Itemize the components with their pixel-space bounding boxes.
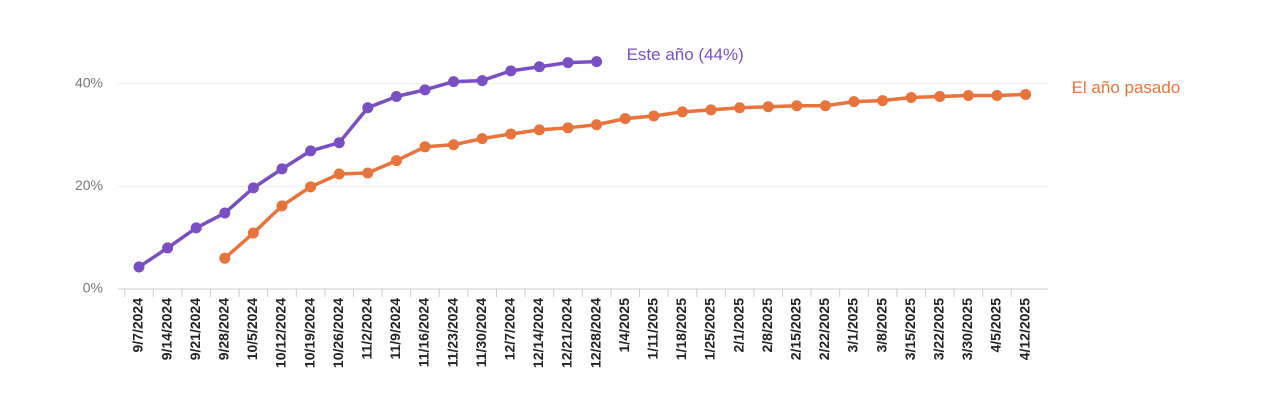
x-tick-label: 3/22/2025: [931, 298, 947, 360]
x-tick-label: 12/7/2024: [502, 298, 518, 360]
x-tick-label: 3/15/2025: [902, 298, 918, 360]
x-tick-label: 11/30/2024: [473, 298, 489, 368]
data-point: [476, 133, 488, 145]
data-point: [219, 252, 231, 264]
data-point: [476, 75, 488, 87]
y-tick-label: 20%: [75, 177, 103, 193]
x-tick-label: 2/1/2025: [730, 298, 746, 353]
x-tick-label: 3/8/2025: [873, 298, 889, 353]
data-point: [390, 91, 402, 102]
data-point: [247, 227, 259, 239]
x-tick-label: 12/28/2024: [587, 298, 603, 368]
data-point: [676, 106, 688, 118]
data-point: [419, 141, 431, 153]
data-point: [562, 122, 574, 134]
data-point: [1020, 88, 1032, 100]
data-point: [276, 200, 288, 212]
data-point: [648, 110, 660, 122]
data-point: [419, 84, 431, 96]
data-point: [390, 155, 402, 167]
data-point: [591, 119, 603, 131]
data-point: [190, 222, 202, 234]
data-point: [934, 91, 946, 102]
y-tick-label: 40%: [75, 74, 103, 90]
data-point: [448, 76, 460, 88]
data-point: [133, 261, 145, 273]
data-point: [305, 145, 317, 157]
data-point: [505, 128, 517, 140]
data-point: [762, 101, 774, 113]
x-tick-label: 4/12/2025: [1016, 298, 1032, 360]
x-tick-label: 10/12/2024: [273, 298, 289, 368]
x-tick-label: 9/28/2024: [216, 298, 232, 360]
data-point: [533, 124, 545, 136]
x-tick-label: 1/11/2025: [645, 298, 661, 360]
x-tick-label: 11/9/2024: [387, 298, 403, 360]
data-point: [619, 113, 631, 125]
data-point: [276, 163, 288, 175]
data-point: [333, 168, 345, 180]
data-point: [819, 100, 831, 112]
x-tick-label: 9/21/2024: [187, 298, 203, 360]
x-tick-label: 11/23/2024: [444, 298, 460, 368]
data-point: [333, 137, 345, 149]
data-point: [848, 96, 860, 108]
data-point: [877, 95, 889, 107]
x-tick-label: 12/14/2024: [530, 298, 546, 368]
data-point: [448, 139, 460, 151]
y-tick-label: 0%: [83, 280, 103, 296]
data-point: [362, 102, 374, 114]
data-point: [305, 181, 317, 193]
data-point: [991, 89, 1003, 101]
x-tick-label: 2/22/2025: [816, 298, 832, 360]
data-point: [162, 242, 174, 254]
x-tick-label: 3/1/2025: [845, 298, 861, 353]
x-tick-label: 10/19/2024: [301, 298, 317, 368]
data-point: [562, 57, 574, 69]
x-tick-label: 10/5/2024: [244, 298, 260, 360]
x-tick-label: 10/26/2024: [330, 298, 346, 368]
x-tick-label: 1/25/2025: [702, 298, 718, 360]
data-point: [705, 104, 717, 116]
data-point: [505, 65, 517, 77]
series-label: El año pasado: [1072, 78, 1181, 97]
x-tick-label: 2/8/2025: [759, 298, 775, 353]
data-point: [591, 56, 603, 68]
x-tick-label: 1/4/2025: [616, 298, 632, 353]
x-tick-label: 4/5/2025: [988, 298, 1004, 353]
x-tick-label: 9/14/2024: [158, 298, 174, 360]
series-line: [138, 59, 597, 269]
x-tick-label: 1/18/2025: [673, 298, 689, 360]
x-tick-label: 3/30/2025: [959, 298, 975, 360]
data-point: [734, 102, 746, 114]
x-tick-label: 11/2/2024: [359, 298, 375, 360]
data-point: [905, 92, 917, 104]
data-point: [219, 207, 231, 219]
data-point: [362, 167, 374, 179]
x-tick-label: 9/7/2024: [130, 298, 146, 353]
x-tick-label: 12/21/2024: [559, 298, 575, 368]
data-point: [247, 182, 259, 194]
data-point: [791, 100, 803, 112]
x-tick-label: 11/16/2024: [416, 298, 432, 368]
x-tick-label: 2/15/2025: [788, 298, 804, 360]
data-point: [962, 89, 974, 101]
data-point: [533, 61, 545, 73]
series-label: Este año (44%): [627, 45, 744, 64]
